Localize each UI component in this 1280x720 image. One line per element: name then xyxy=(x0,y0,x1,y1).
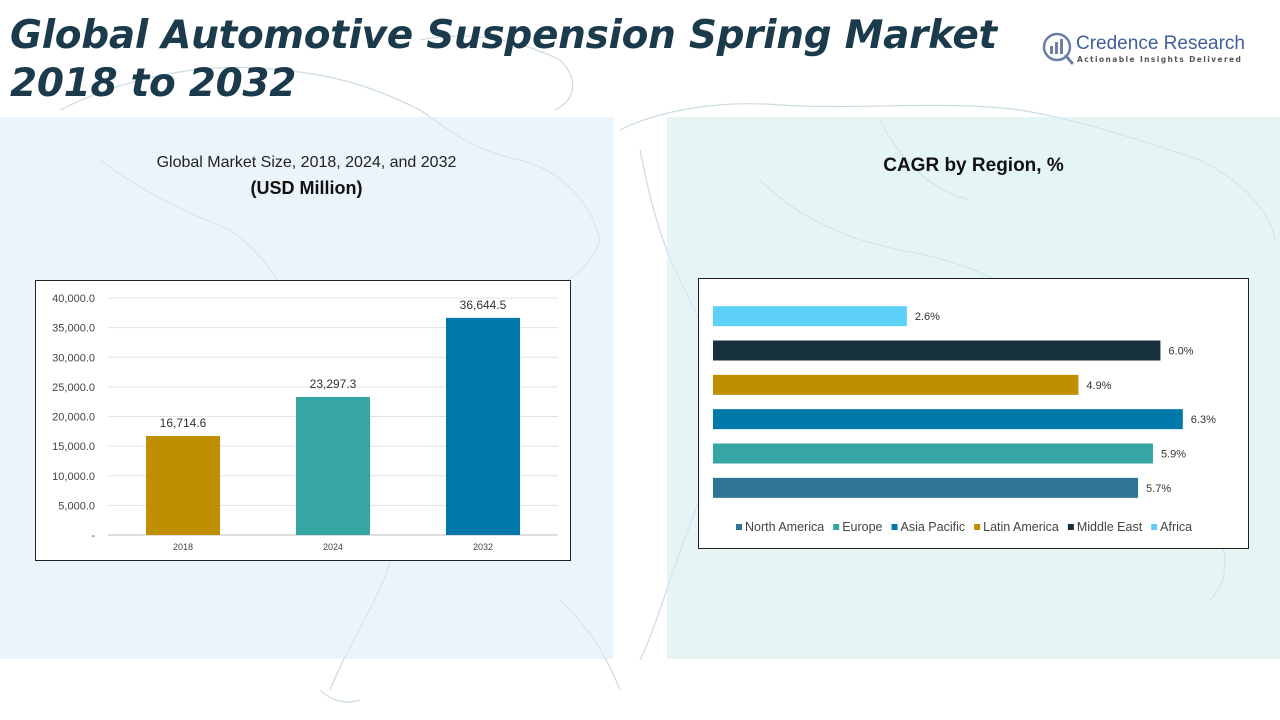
market-size-subtitle: Global Market Size, 2018, 2024, and 2032 xyxy=(156,154,457,171)
legend-swatch xyxy=(1151,524,1158,530)
y-tick-label: 30,000.0 xyxy=(52,352,95,364)
bar-2032 xyxy=(446,317,520,535)
legend-label: Asia Pacific xyxy=(901,520,966,534)
hbar-value-label: 5.9% xyxy=(1161,449,1186,461)
market-size-chart: - 5,000.0 10,000.0 15,000.0 20,000.0 25,000.0… xyxy=(35,280,571,561)
bar-value-label: 23,297.3 xyxy=(310,377,357,391)
legend-label: Latin America xyxy=(983,520,1059,534)
cagr-chart: 5.7% 5.9% 6.3% 4.9% 6.0% 2.6% North America Eur… xyxy=(698,278,1249,549)
cagr-horizontal-bar-chart: 5.7% 5.9% 6.3% 4.9% 6.0% 2.6% North America Eur… xyxy=(713,306,1216,534)
hbar-europe xyxy=(713,443,1153,464)
bar-2018 xyxy=(146,435,220,535)
logo-name: Credence Research xyxy=(1076,33,1245,54)
legend-swatch xyxy=(974,524,981,530)
market-size-unit: (USD Million) xyxy=(250,178,363,198)
logo-tagline: Actionable Insights Delivered xyxy=(1077,55,1243,64)
hbar-value-label: 5.7% xyxy=(1146,483,1171,495)
logo-chart-icon xyxy=(1042,32,1074,65)
hbar-value-label: 2.6% xyxy=(915,311,940,323)
cagr-subtitle: CAGR by Region, % xyxy=(883,155,1064,176)
x-tick-label: 2024 xyxy=(323,542,343,552)
legend-swatch xyxy=(1067,524,1074,530)
legend-label: Middle East xyxy=(1077,520,1143,534)
page-title: Global Automotive Suspension Spring Mark… xyxy=(10,13,997,106)
bar-2024 xyxy=(296,396,370,535)
hbar-value-label: 6.3% xyxy=(1191,414,1216,426)
hbar-north-america xyxy=(713,477,1139,498)
y-tick-label: 5,000.0 xyxy=(58,500,95,512)
y-tick-label: 10,000.0 xyxy=(52,471,95,483)
legend-swatch xyxy=(833,524,840,530)
y-tick-label: 35,000.0 xyxy=(52,323,95,335)
market-size-bar-chart: - 5,000.0 10,000.0 15,000.0 20,000.0 25,000.0… xyxy=(52,293,558,552)
legend-label: Africa xyxy=(1160,520,1192,534)
legend-label: North America xyxy=(745,520,824,534)
credence-research-logo: Credence Research Actionable Insights De… xyxy=(1040,30,1270,70)
hbar-value-label: 4.9% xyxy=(1086,380,1111,392)
x-tick-label: 2018 xyxy=(173,542,193,552)
hbar-middle-east xyxy=(713,340,1161,361)
bar-value-label: 36,644.5 xyxy=(460,298,507,312)
hbar-asia-pacific xyxy=(713,409,1183,430)
legend-swatch xyxy=(736,524,742,530)
hbar-africa xyxy=(713,306,907,327)
y-tick-label: 40,000.0 xyxy=(52,293,95,305)
x-tick-label: 2032 xyxy=(473,542,493,552)
y-tick-label: 20,000.0 xyxy=(52,412,95,424)
hbar-latin-america xyxy=(713,374,1079,395)
bar-value-label: 16,714.6 xyxy=(160,416,207,430)
legend-label: Europe xyxy=(842,520,882,534)
y-tick-label: - xyxy=(91,530,95,542)
legend-swatch xyxy=(891,524,898,530)
hbar-value-label: 6.0% xyxy=(1168,346,1193,358)
y-tick-label: 15,000.0 xyxy=(52,441,95,453)
y-tick-label: 25,000.0 xyxy=(52,382,95,394)
